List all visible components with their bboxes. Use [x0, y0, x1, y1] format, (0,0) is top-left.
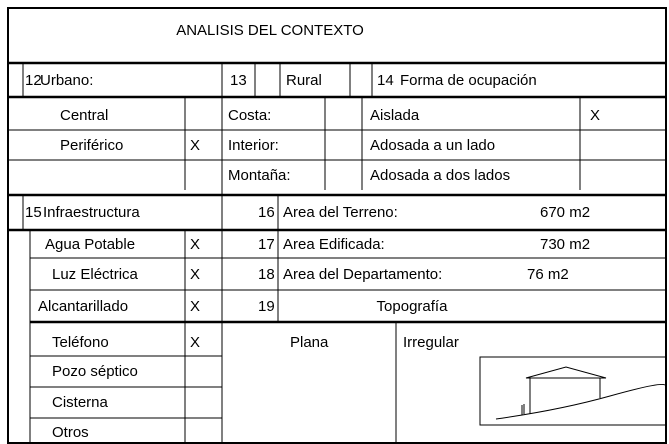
area-value: 76 m2 — [527, 266, 569, 283]
section-label: Rural — [286, 72, 322, 89]
option-mark: X — [190, 137, 200, 154]
service-label: Agua Potable — [45, 236, 135, 253]
area-label: Area Edificada: — [283, 236, 385, 253]
option-label: Adosada a un lado — [370, 137, 495, 154]
option-label: Costa: — [228, 107, 271, 124]
service-mark: X — [190, 334, 200, 351]
option-mark: X — [590, 107, 600, 124]
area-value: 670 m2 — [540, 204, 590, 221]
section-number: 19 — [258, 298, 275, 315]
form-title: ANALISIS DEL CONTEXTO — [176, 22, 364, 39]
option-label: Plana — [290, 334, 329, 351]
option-label: Periférico — [60, 137, 123, 154]
service-label: Cisterna — [52, 394, 109, 411]
section-label: Forma de ocupación — [400, 72, 537, 89]
service-mark: X — [190, 266, 200, 283]
area-label: Area del Terreno: — [283, 204, 398, 221]
section-label: Topografía — [377, 298, 449, 315]
service-label: Pozo séptico — [52, 363, 138, 380]
section-label: Infraestructura — [43, 204, 140, 221]
option-label: Irregular — [403, 334, 459, 351]
option-label: Interior: — [228, 137, 279, 154]
option-label: Adosada a dos lados — [370, 167, 510, 184]
option-label: Central — [60, 107, 108, 124]
area-value: 730 m2 — [540, 236, 590, 253]
service-mark: X — [190, 298, 200, 315]
area-number: 18 — [258, 266, 275, 283]
option-label: Aislada — [370, 107, 420, 124]
area-number: 16 — [258, 204, 275, 221]
service-label: Luz Eléctrica — [52, 266, 139, 283]
service-label: Otros — [52, 424, 89, 441]
service-mark: X — [190, 236, 200, 253]
section-number: 12 — [25, 72, 42, 89]
service-label: Teléfono — [52, 334, 109, 351]
area-label: Area del Departamento: — [283, 266, 442, 283]
section-number: 14 — [377, 72, 394, 89]
grid-lines — [7, 7, 667, 444]
section-number: 13 — [230, 72, 247, 89]
section-label: Urbano: — [40, 72, 93, 89]
option-label: Montaña: — [228, 167, 291, 184]
service-label: Alcantarillado — [38, 298, 128, 315]
area-number: 17 — [258, 236, 275, 253]
section-number: 15 — [25, 204, 42, 221]
